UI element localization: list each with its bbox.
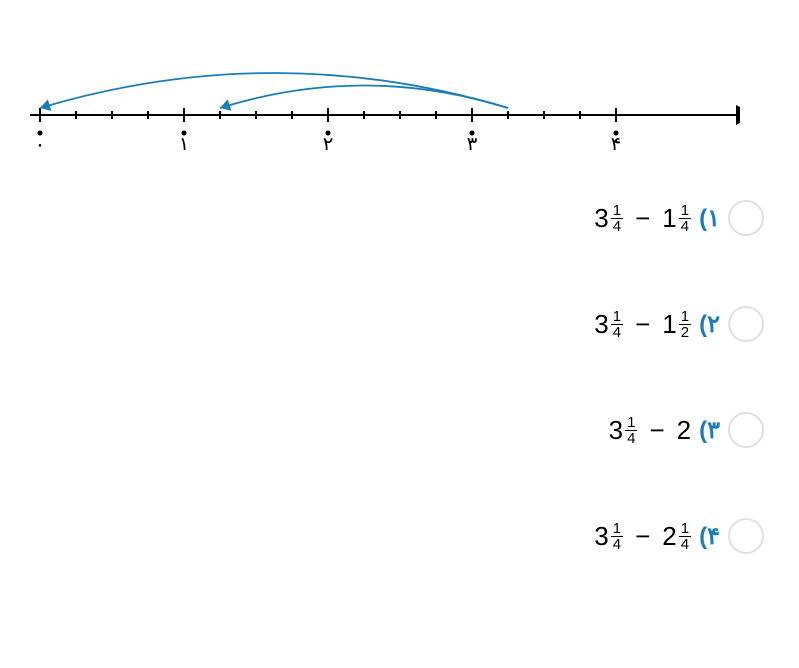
option-radio-3[interactable] [728, 412, 764, 448]
svg-text:۱: ۱ [179, 134, 190, 150]
minus-operator: − [635, 203, 650, 234]
minus-operator: − [635, 521, 650, 552]
mixed-number: 214 [662, 521, 691, 552]
mixed-number: 112 [662, 309, 691, 340]
whole-part: 2 [662, 521, 676, 552]
option-row-2: (۲314−112 [404, 306, 764, 342]
whole-part: 1 [662, 203, 676, 234]
option-radio-4[interactable] [728, 518, 764, 554]
numerator: 1 [679, 309, 691, 325]
svg-text:۴: ۴ [611, 134, 622, 150]
mixed-number: 314 [594, 521, 623, 552]
mixed-number: 114 [662, 203, 691, 234]
number-line-diagram: ۰ ۱ ۲ ۳ ۴ [20, 20, 780, 150]
fraction: 14 [611, 203, 623, 234]
fraction: 12 [679, 309, 691, 340]
numerator: 1 [611, 521, 623, 537]
fraction: 14 [625, 415, 637, 446]
numerator: 1 [625, 415, 637, 431]
fraction: 14 [611, 521, 623, 552]
denominator: 4 [611, 325, 623, 340]
whole-part: 3 [594, 203, 608, 234]
number-line-svg: ۰ ۱ ۲ ۳ ۴ [20, 20, 740, 150]
svg-text:۳: ۳ [467, 134, 478, 150]
numerator: 1 [611, 203, 623, 219]
option-row-3: (۳ 314−2 [404, 412, 764, 448]
svg-text:۲: ۲ [323, 134, 334, 150]
svg-text:۰: ۰ [35, 134, 46, 150]
option-expression-4: 314−214 [594, 521, 691, 552]
numerator: 1 [679, 521, 691, 537]
denominator: 4 [679, 219, 691, 234]
minus-operator: − [649, 415, 664, 446]
whole-part: 2 [677, 415, 691, 446]
numerator: 1 [679, 203, 691, 219]
whole-part: 3 [594, 521, 608, 552]
option-expression-3: 314−2 [609, 415, 691, 446]
option-number-4: (۴ [699, 522, 720, 551]
option-row-4: (۴314−214 [404, 518, 764, 554]
denominator: 4 [625, 431, 637, 446]
denominator: 4 [611, 537, 623, 552]
fraction: 14 [679, 203, 691, 234]
denominator: 2 [679, 325, 691, 340]
denominator: 4 [611, 219, 623, 234]
whole-part: 3 [594, 309, 608, 340]
numerator: 1 [611, 309, 623, 325]
mixed-number: 314 [594, 203, 623, 234]
minus-operator: − [635, 309, 650, 340]
option-number-1: (۱ [699, 204, 720, 233]
option-expression-2: 314−112 [594, 309, 691, 340]
option-number-2: (۲ [699, 310, 720, 339]
whole-part: 3 [609, 415, 623, 446]
whole-part: 1 [662, 309, 676, 340]
option-radio-1[interactable] [728, 200, 764, 236]
mixed-number: 314 [594, 309, 623, 340]
option-row-1: (۱314−114 [404, 200, 764, 236]
fraction: 14 [611, 309, 623, 340]
option-number-3: (۳ [699, 416, 720, 445]
mixed-number: 314 [609, 415, 638, 446]
option-expression-1: 314−114 [594, 203, 691, 234]
option-radio-2[interactable] [728, 306, 764, 342]
denominator: 4 [679, 537, 691, 552]
options-list: (۱314−114(۲314−112(۳314−2(۴314−214 [404, 200, 764, 624]
fraction: 14 [679, 521, 691, 552]
mixed-number: 2 [677, 415, 691, 446]
